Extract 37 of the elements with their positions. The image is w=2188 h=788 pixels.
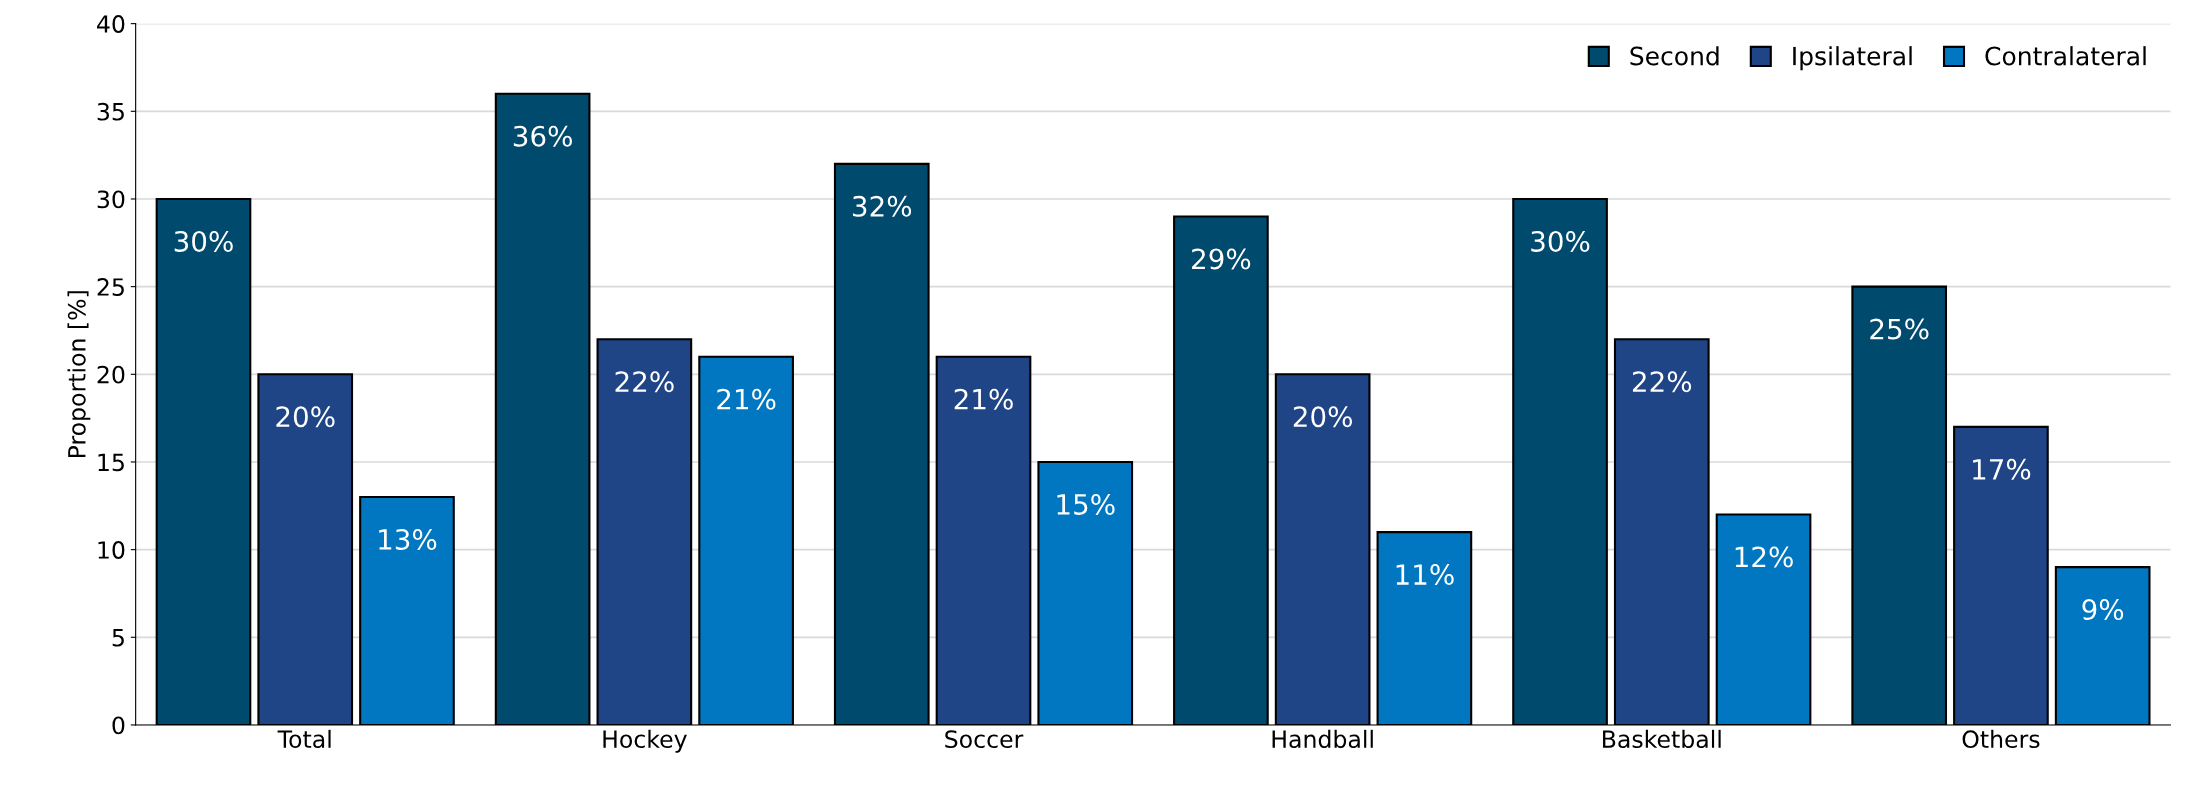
data-label: 13% bbox=[379, 528, 437, 550]
data-label: 9% bbox=[2082, 599, 2124, 621]
y-tick-label: 35 bbox=[97, 102, 124, 121]
x-tick-label: Others bbox=[1962, 729, 2040, 749]
data-label: 36% bbox=[513, 125, 572, 147]
data-label: 32% bbox=[853, 195, 912, 217]
y-axis-title: Proportion [%] bbox=[67, 291, 91, 458]
data-label: 30% bbox=[174, 230, 233, 252]
data-label: 17% bbox=[1973, 458, 2031, 480]
data-label: 20% bbox=[276, 406, 335, 428]
x-tick-label: Total bbox=[277, 729, 331, 749]
data-label: 21% bbox=[717, 388, 776, 410]
x-tick-label: Soccer bbox=[945, 730, 1024, 749]
y-tick-label: 30 bbox=[97, 190, 125, 209]
legend-label: Contralateral bbox=[1985, 46, 2146, 66]
data-label: 12% bbox=[1735, 546, 1793, 568]
y-tick-label: 0 bbox=[112, 716, 125, 735]
y-tick-label: 10 bbox=[98, 541, 125, 559]
data-label: 25% bbox=[1870, 318, 1929, 340]
data-label: 29% bbox=[1192, 248, 1251, 270]
x-tick-label: Hockey bbox=[603, 729, 687, 753]
legend-label: Second bbox=[1630, 46, 1719, 66]
y-tick-label: 25 bbox=[97, 278, 124, 296]
y-tick-label: 20 bbox=[97, 365, 125, 384]
y-tick-label: 15 bbox=[98, 453, 124, 472]
data-label: 22% bbox=[615, 371, 674, 393]
data-label: 21% bbox=[954, 388, 1013, 410]
data-label: 15% bbox=[1057, 493, 1115, 515]
data-label: 11% bbox=[1396, 564, 1454, 586]
data-label: 30% bbox=[1531, 230, 1590, 252]
y-tick-label: 5 bbox=[112, 629, 124, 647]
x-tick-label: Basketball bbox=[1603, 729, 1721, 749]
data-label: 20% bbox=[1293, 406, 1352, 428]
y-tick-label: 40 bbox=[97, 15, 125, 33]
data-label: 22% bbox=[1632, 371, 1692, 393]
x-tick-label: Handball bbox=[1272, 729, 1373, 749]
legend-label: Ipsilateral bbox=[1793, 46, 1912, 71]
